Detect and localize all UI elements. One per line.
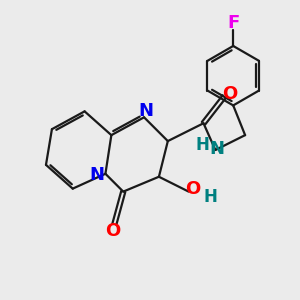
Text: O: O: [185, 180, 201, 198]
Text: N: N: [90, 166, 105, 184]
Text: O: O: [222, 85, 237, 103]
Text: H: H: [196, 136, 210, 154]
Text: N: N: [138, 102, 153, 120]
Text: N: N: [209, 140, 224, 158]
Text: F: F: [228, 14, 240, 32]
Text: H: H: [204, 188, 218, 206]
Text: O: O: [105, 222, 121, 240]
